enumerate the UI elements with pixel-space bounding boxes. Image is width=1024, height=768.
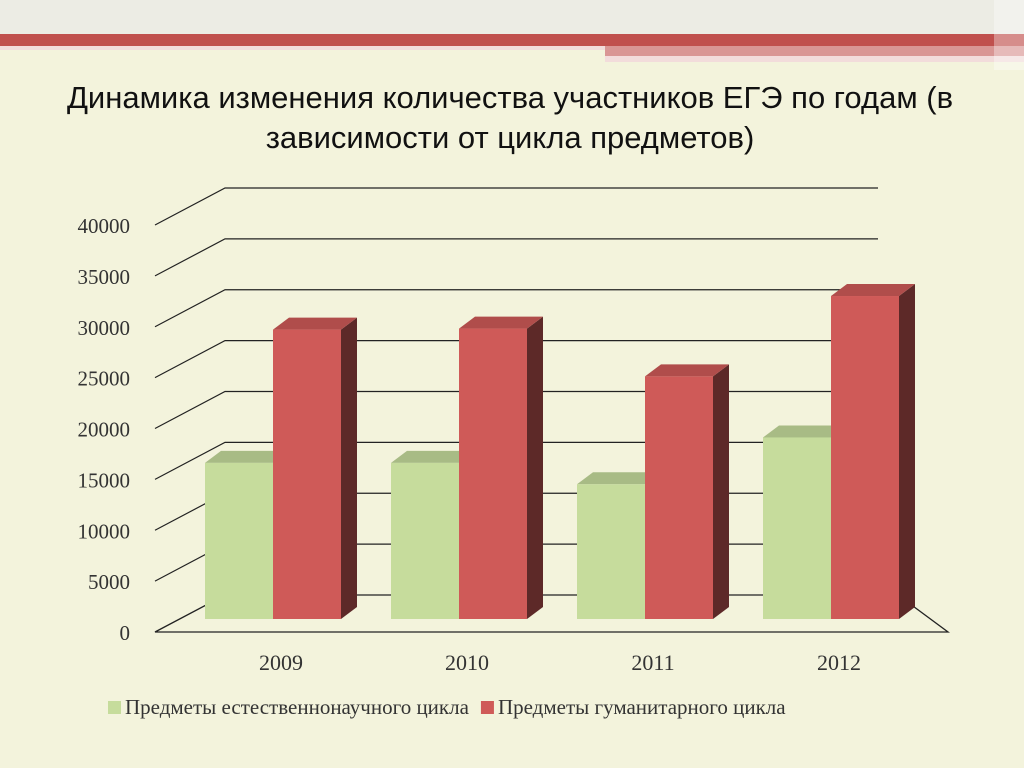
bar-humanitarian-2011 <box>645 376 713 619</box>
bar-natural-2012 <box>763 437 831 619</box>
bar-humanitarian-2009 <box>273 329 341 619</box>
bar-natural-2009 <box>205 462 273 619</box>
gridline <box>154 289 878 328</box>
y-tick-label: 20000 <box>78 418 131 442</box>
y-tick-label: 0 <box>120 621 131 645</box>
bar-top <box>577 472 661 485</box>
gridline <box>154 187 878 226</box>
bar-side <box>899 284 915 619</box>
y-tick-label: 30000 <box>78 316 131 340</box>
legend: Предметы естественнонаучного цикла Предме… <box>108 695 786 719</box>
y-tick-label: 35000 <box>78 265 131 289</box>
bar-top <box>645 364 729 377</box>
bar-top <box>391 450 475 463</box>
bars <box>205 284 915 619</box>
legend-swatch <box>480 701 494 714</box>
bar-natural-2011 <box>577 484 645 619</box>
y-tick-label: 15000 <box>78 468 131 492</box>
legend-swatch <box>108 701 121 714</box>
top-decoration-stripes <box>0 0 1024 70</box>
bar-top <box>459 316 543 329</box>
bar-top <box>205 450 289 463</box>
x-tick-label: 2010 <box>445 650 489 675</box>
y-tick-label: 10000 <box>78 519 131 543</box>
x-axis-labels: 2009 2010 2011 2012 <box>259 650 861 675</box>
x-tick-label: 2011 <box>631 650 674 675</box>
bar-side <box>713 364 729 619</box>
y-tick-label: 40000 <box>78 214 131 238</box>
bar-natural-2010 <box>391 462 459 619</box>
gridline <box>154 340 878 379</box>
x-tick-label: 2012 <box>817 650 861 675</box>
bar-humanitarian-2010 <box>459 328 527 619</box>
slide-title: Динамика изменения количества участников… <box>66 80 954 155</box>
legend-label: Предметы естественнонаучного цикла <box>125 695 470 719</box>
bar-side <box>341 317 357 619</box>
bar-side <box>527 316 543 619</box>
gridline <box>154 238 878 277</box>
bar-humanitarian-2012 <box>831 296 899 619</box>
y-tick-label: 25000 <box>78 367 131 391</box>
y-axis-ticks: 0 5000 10000 15000 20000 25000 30000 35000 40000 <box>78 214 131 645</box>
y-tick-label: 5000 <box>88 570 130 594</box>
bar-top <box>763 425 847 438</box>
bar-top <box>831 284 915 297</box>
legend-label: Предметы гуманитарного цикла <box>498 695 786 719</box>
bar-top <box>273 317 357 330</box>
x-tick-label: 2009 <box>259 650 303 675</box>
